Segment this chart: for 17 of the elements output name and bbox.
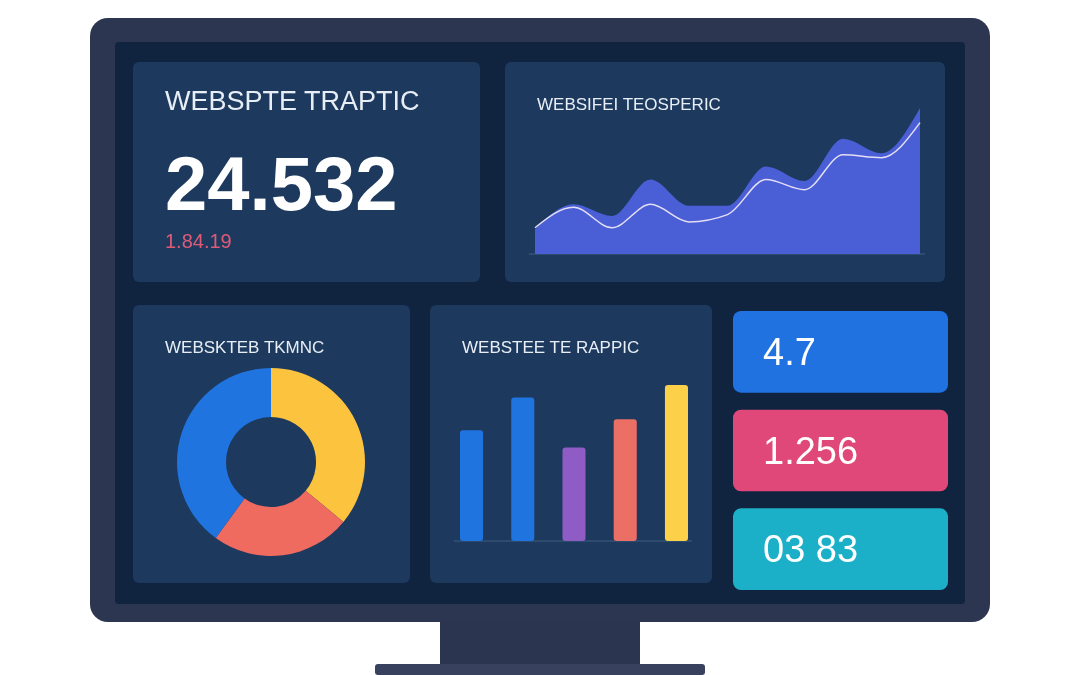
donut-slice [177,368,271,539]
text: WEBSPTE TRAPTIC [165,86,420,116]
text: 24.532 [165,141,398,226]
chart-title: WEBSKTEB TKMNC [165,338,325,357]
text: 4.7 [763,330,816,373]
text: 03 83 [763,528,859,571]
bar [562,447,586,541]
bar [664,385,688,541]
donut-slice [271,368,365,522]
bar [511,397,535,541]
chart-title: WEBSTEE TE RAPPIC [462,338,640,357]
text: 1.84.19 [165,230,232,252]
donut-slice [215,490,344,556]
bar [460,430,484,541]
chart-title: WEBSIFEI TEOSPERIC [537,95,721,114]
text: 1.256 [763,429,859,472]
bar [613,419,637,541]
